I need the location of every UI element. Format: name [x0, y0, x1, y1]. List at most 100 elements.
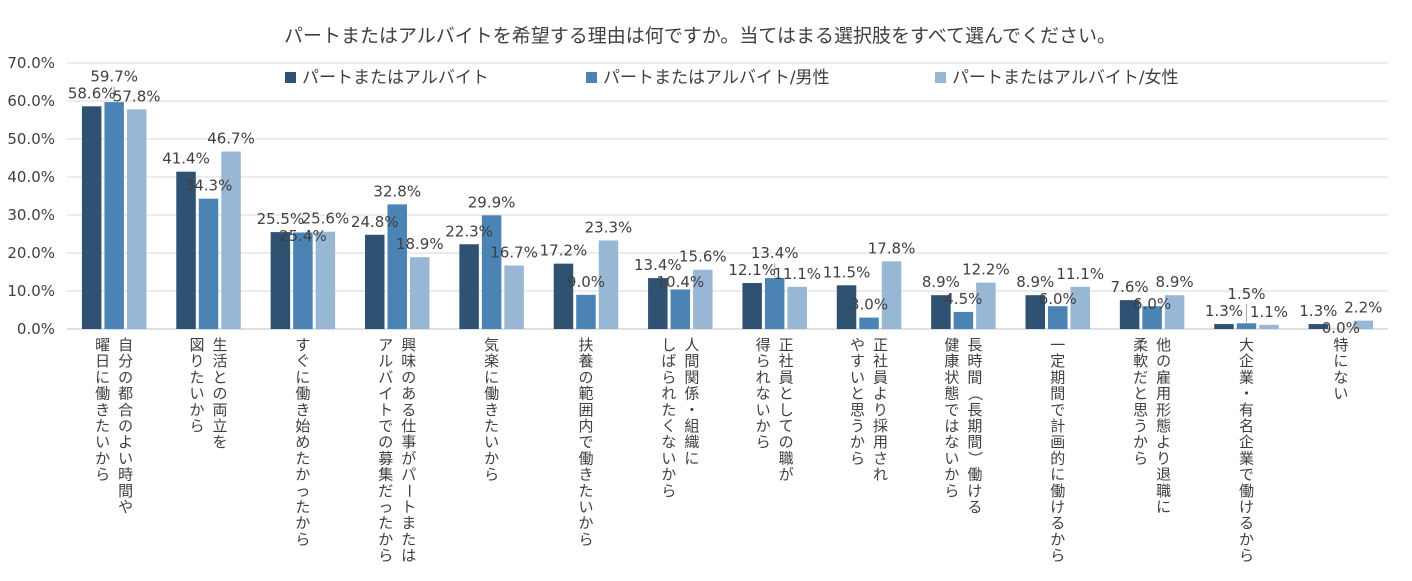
- category-char: る: [967, 498, 982, 516]
- legend-label: パートまたはアルバイト/女性: [952, 68, 1179, 88]
- category-char: れ: [756, 368, 771, 386]
- category-char: 事: [401, 433, 416, 451]
- category-char: よ: [1156, 433, 1171, 451]
- category-char: り: [873, 401, 888, 419]
- bar-3-13: [1259, 324, 1279, 329]
- bar-1-3: [270, 232, 291, 329]
- category-char: 織: [684, 433, 699, 451]
- category-char: た: [578, 482, 593, 500]
- bar-2-4: [387, 204, 407, 329]
- data-label: 17.2%: [540, 242, 588, 260]
- category-char: 味: [401, 352, 416, 370]
- category-char: 活: [213, 352, 228, 370]
- category-char: 合: [118, 401, 133, 419]
- data-label: 25.4%: [279, 227, 327, 245]
- category-char: な: [661, 433, 676, 451]
- category-char: に: [1333, 352, 1348, 370]
- category-char: の: [401, 368, 416, 386]
- bar-1-8: [742, 283, 762, 329]
- category-char: 募: [378, 449, 393, 467]
- category-char: の: [1156, 352, 1171, 370]
- category-char: す: [295, 336, 310, 354]
- category-char: 間: [967, 433, 982, 451]
- data-label: 8.9%: [1016, 273, 1054, 291]
- legend-item[interactable]: パートまたはアルバイト/女性: [935, 68, 1179, 88]
- category-char: は: [401, 547, 416, 565]
- category-char: た: [661, 401, 676, 419]
- chart-title: パートまたはアルバイトを希望する理由は何ですか。当てはまる選択肢をすべて選んでく…: [284, 25, 1116, 47]
- data-label: 15.6%: [679, 248, 727, 266]
- bar-2-7: [670, 289, 691, 329]
- category-char: 他: [1156, 336, 1171, 354]
- y-tick-label: 40.0%: [7, 168, 55, 186]
- category-char: き: [295, 401, 310, 419]
- category-char: く: [661, 417, 676, 435]
- legend-item[interactable]: パートまたはアルバイト/男性: [586, 68, 830, 88]
- category-char: 思: [1133, 401, 1148, 419]
- category-char: る: [401, 401, 416, 419]
- bar-3-3: [315, 231, 336, 329]
- category-char: 特: [1333, 336, 1348, 354]
- category-char: 関: [684, 368, 699, 386]
- category-char: ら: [944, 482, 959, 500]
- category-char: 採: [873, 417, 888, 435]
- category-char: だ: [1133, 368, 1148, 386]
- category-char: だ: [378, 482, 393, 500]
- category-char: に: [484, 368, 499, 386]
- category-char: が: [779, 466, 794, 484]
- bar-1-2: [176, 171, 196, 329]
- category-char: に: [95, 368, 110, 386]
- category-char: ら: [756, 433, 771, 451]
- bar-1-4: [365, 234, 385, 329]
- bar-1-6: [553, 263, 574, 329]
- bar-1-5: [459, 244, 479, 329]
- category-char: 人: [684, 336, 699, 354]
- category-char: た: [401, 530, 416, 548]
- category-char: 立: [213, 417, 228, 435]
- category-char: ・: [1239, 385, 1254, 403]
- category-char: か: [295, 514, 310, 532]
- category-char: き: [484, 401, 499, 419]
- category-char: 働: [1050, 482, 1065, 500]
- category-char: ば: [661, 352, 676, 370]
- category-char: と: [850, 385, 865, 403]
- category-char: 企: [1239, 352, 1254, 370]
- data-label: 18.9%: [396, 235, 444, 253]
- category-char: 態: [1156, 417, 1171, 435]
- legend-swatch: [285, 72, 296, 83]
- y-tick-label: 10.0%: [7, 282, 55, 300]
- bar-2-12: [1142, 306, 1162, 329]
- category-char: の: [578, 368, 593, 386]
- y-tick-label: 20.0%: [7, 244, 55, 262]
- bar-3-4: [410, 257, 430, 329]
- bar-1-13: [1214, 324, 1234, 329]
- data-label: 3.0%: [850, 296, 888, 314]
- data-label: 2.2%: [1344, 299, 1382, 317]
- category-char: 係: [684, 385, 699, 403]
- category-char: て: [779, 417, 794, 435]
- category-char: 正: [779, 336, 794, 354]
- bar-1-10: [931, 295, 951, 329]
- category-char: き: [95, 401, 110, 419]
- category-char: ト: [378, 401, 393, 419]
- category-char: ま: [401, 514, 416, 532]
- category-char: 定: [1050, 352, 1065, 370]
- bar-3-8: [787, 286, 807, 329]
- legend-item[interactable]: パートまたはアルバイト: [285, 68, 489, 88]
- category-char: は: [944, 417, 959, 435]
- category-char: 都: [118, 385, 133, 403]
- category-char: 雇: [1156, 368, 1171, 386]
- category-char: か: [944, 466, 959, 484]
- legend[interactable]: パートまたはアルバイト パートまたはアルバイト/男性 パートまたはアルバイト/女性: [285, 68, 1179, 88]
- category-char: れ: [873, 466, 888, 484]
- category-char: 正: [873, 336, 888, 354]
- category-char: の: [118, 368, 133, 386]
- bar-2-13: [1236, 323, 1257, 329]
- data-label: 1.3%: [1299, 302, 1337, 320]
